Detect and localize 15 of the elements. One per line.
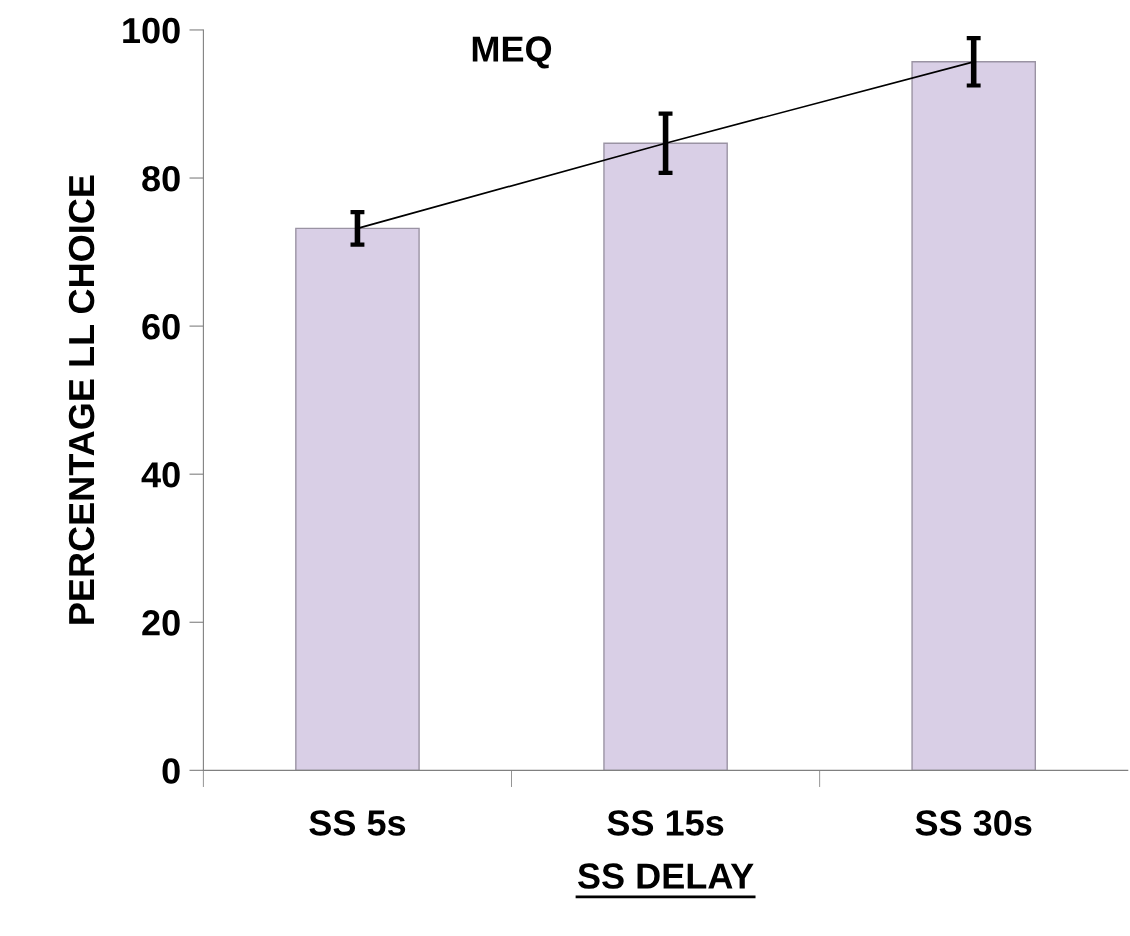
bar xyxy=(911,61,1037,771)
y-tick-label: 80 xyxy=(142,165,180,192)
y-axis-title: PERCENTAGE LL CHOICE xyxy=(68,175,95,624)
y-tick-label: 0 xyxy=(162,758,180,784)
y-tick-label: 100 xyxy=(123,17,180,44)
x-axis-title: SS DELAY xyxy=(577,863,754,889)
bar xyxy=(295,227,420,771)
annotation: MEQ xyxy=(472,36,552,69)
x-tick-label: SS 5s xyxy=(309,810,406,836)
y-tick-label: 20 xyxy=(142,610,180,636)
x-tick-label: SS 15s xyxy=(607,810,724,836)
bar xyxy=(603,142,728,771)
x-tick-label: SS 30s xyxy=(915,810,1032,836)
y-tick-label: 40 xyxy=(141,462,180,488)
y-tick-label: 60 xyxy=(142,313,180,340)
